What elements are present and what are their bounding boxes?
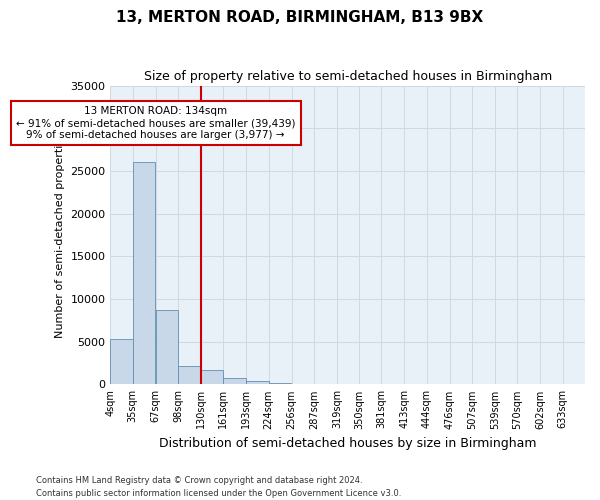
Bar <box>110 339 133 384</box>
Bar <box>246 382 269 384</box>
Bar <box>133 162 155 384</box>
Title: Size of property relative to semi-detached houses in Birmingham: Size of property relative to semi-detach… <box>143 70 552 83</box>
Text: 13 MERTON ROAD: 134sqm
← 91% of semi-detached houses are smaller (39,439)
9% of : 13 MERTON ROAD: 134sqm ← 91% of semi-det… <box>16 106 295 140</box>
X-axis label: Distribution of semi-detached houses by size in Birmingham: Distribution of semi-detached houses by … <box>159 437 536 450</box>
Text: Contains HM Land Registry data © Crown copyright and database right 2024.
Contai: Contains HM Land Registry data © Crown c… <box>36 476 401 498</box>
Bar <box>178 366 200 384</box>
Y-axis label: Number of semi-detached properties: Number of semi-detached properties <box>55 132 65 338</box>
Bar <box>155 310 178 384</box>
Bar <box>201 370 223 384</box>
Text: 13, MERTON ROAD, BIRMINGHAM, B13 9BX: 13, MERTON ROAD, BIRMINGHAM, B13 9BX <box>116 10 484 25</box>
Bar <box>223 378 245 384</box>
Bar <box>269 383 291 384</box>
